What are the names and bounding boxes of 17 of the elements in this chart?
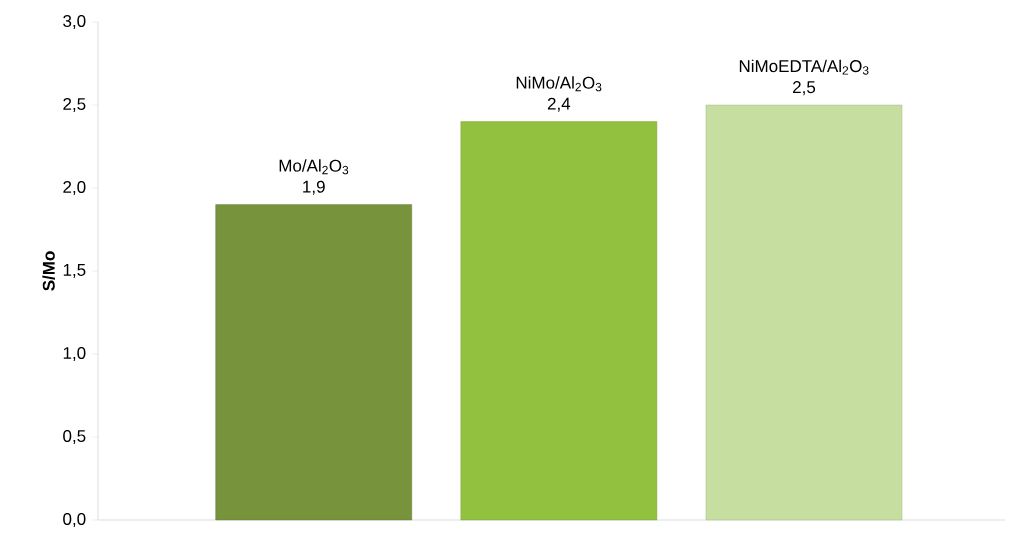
x-tick-label: NiMo/Al$_{2}$O$_{3}$ bbox=[516, 76, 602, 92]
y-tick-label: 0,5 bbox=[63, 429, 86, 445]
x-tick-label: NiMoEDTA/Al$_{2}$O$_{3}$ bbox=[739, 59, 869, 75]
y-tick-label: 0,0 bbox=[63, 512, 86, 528]
bar bbox=[705, 104, 903, 521]
data-label: 2,4 bbox=[547, 97, 571, 112]
y-axis-title: S/Mo bbox=[42, 251, 55, 291]
bar bbox=[460, 121, 658, 521]
bar bbox=[215, 204, 412, 521]
y-tick-label: 3,0 bbox=[63, 14, 86, 30]
y-tick-label: 1,5 bbox=[63, 264, 86, 278]
x-tick-label: Mo/Al$_{2}$O$_{3}$ bbox=[279, 159, 349, 175]
data-label: 2,5 bbox=[793, 81, 816, 96]
y-tick-label: 2,0 bbox=[63, 180, 86, 196]
data-label: 1,9 bbox=[303, 180, 325, 195]
y-tick-label: 2,5 bbox=[63, 97, 86, 113]
y-tick-label: 1,0 bbox=[63, 346, 86, 362]
